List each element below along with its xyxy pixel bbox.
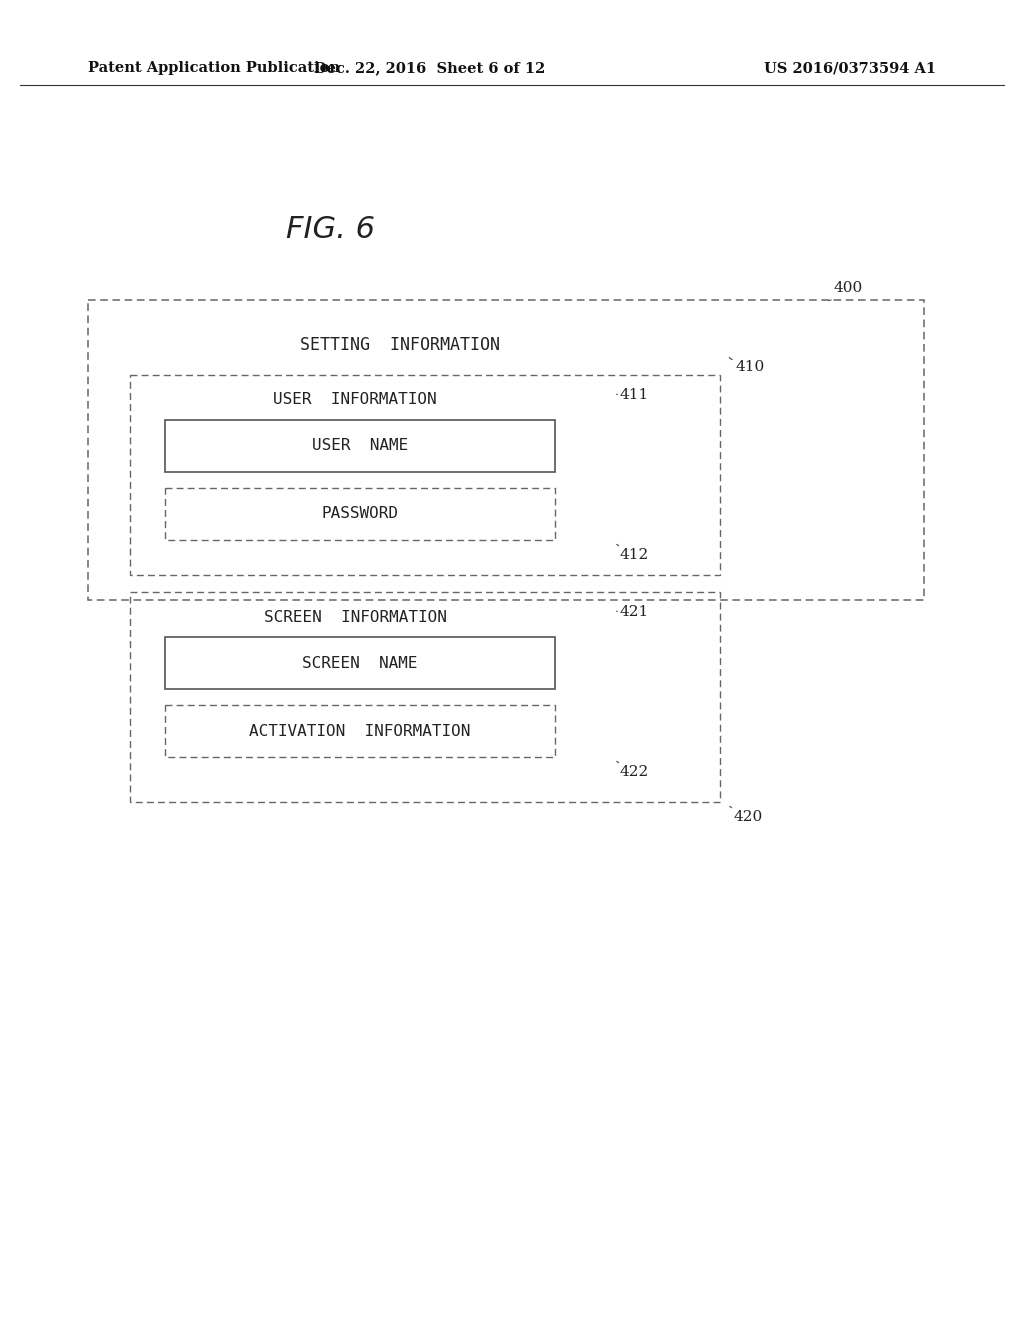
Text: USER  NAME: USER NAME (312, 438, 409, 454)
Text: 420: 420 (733, 810, 762, 824)
Text: SETTING  INFORMATION: SETTING INFORMATION (300, 337, 500, 354)
Text: Patent Application Publication: Patent Application Publication (88, 61, 340, 75)
Text: 400: 400 (833, 281, 862, 294)
Text: USER  INFORMATION: USER INFORMATION (273, 392, 437, 408)
Text: SCREEN  NAME: SCREEN NAME (302, 656, 418, 671)
Text: 410: 410 (735, 360, 764, 374)
Text: 412: 412 (620, 548, 649, 562)
Text: US 2016/0373594 A1: US 2016/0373594 A1 (764, 61, 936, 75)
Text: Dec. 22, 2016  Sheet 6 of 12: Dec. 22, 2016 Sheet 6 of 12 (314, 61, 546, 75)
Text: ACTIVATION  INFORMATION: ACTIVATION INFORMATION (249, 723, 471, 738)
Text: 422: 422 (620, 766, 649, 779)
Bar (130, 591, 720, 803)
Bar (130, 375, 720, 576)
Bar (165, 420, 555, 473)
Bar (88, 300, 924, 601)
Bar (165, 638, 555, 689)
Text: PASSWORD: PASSWORD (322, 507, 398, 521)
Text: SCREEN  INFORMATION: SCREEN INFORMATION (263, 610, 446, 624)
Bar (165, 488, 555, 540)
Text: 421: 421 (620, 605, 649, 619)
Text: 411: 411 (620, 388, 649, 403)
Text: FIG. 6: FIG. 6 (286, 215, 375, 244)
Bar (165, 705, 555, 756)
